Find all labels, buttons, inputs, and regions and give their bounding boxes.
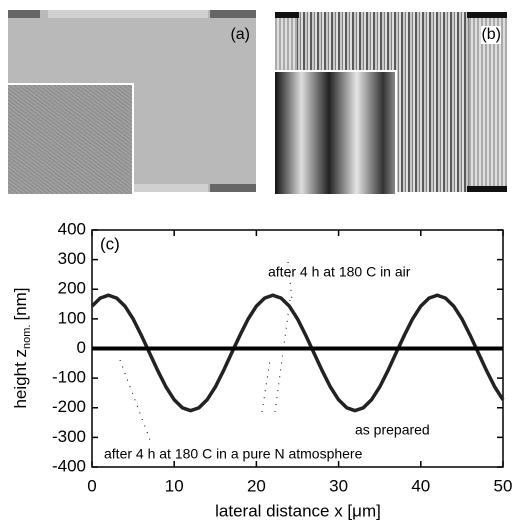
y-tick-label: -200 — [52, 397, 86, 416]
y-tick-label: -100 — [52, 368, 86, 387]
y-tick-label: -400 — [52, 456, 86, 475]
chart-title: (c) — [100, 234, 120, 253]
annotation: after 4 h at 180 C in air — [268, 264, 411, 280]
y-tick-label: 400 — [58, 219, 86, 238]
panel-label: (b) — [481, 26, 501, 44]
y-label-sub: nom. — [21, 325, 33, 349]
annotation: after 4 h at 180 C in a pure N atmospher… — [104, 446, 363, 462]
y-label-unit: [nm] — [11, 287, 30, 320]
image-b: (b) — [275, 12, 507, 194]
pad — [467, 186, 507, 192]
y-tick-label: -300 — [52, 427, 86, 446]
y-tick-label: 300 — [58, 249, 86, 268]
strip — [48, 10, 208, 18]
pad — [275, 12, 299, 18]
pad — [210, 184, 256, 192]
inset — [8, 83, 134, 194]
panel-label: (a) — [230, 26, 250, 43]
x-tick-label: 50 — [494, 476, 513, 495]
y-tick-label: 0 — [77, 338, 86, 357]
y-tick-label: 100 — [58, 308, 86, 327]
x-axis-label: lateral distance x [μm] — [215, 501, 381, 520]
leader — [119, 261, 293, 441]
pad — [210, 10, 256, 18]
pad — [467, 12, 507, 18]
pad — [8, 10, 40, 18]
line — [90, 293, 505, 413]
x-tick-label: 0 — [87, 476, 96, 495]
y-tick-label: 200 — [58, 279, 86, 298]
inset — [275, 70, 397, 194]
x-tick-label: 30 — [329, 476, 348, 495]
y-label-main: height z — [11, 349, 30, 409]
x-tick-label: 20 — [247, 476, 266, 495]
image-a: (a) — [8, 10, 256, 194]
x-tick-label: 40 — [411, 476, 430, 495]
annotation: as prepared — [355, 422, 430, 438]
x-tick-label: 10 — [165, 476, 184, 495]
y-axis-label: height znom. [nm] — [11, 287, 32, 408]
